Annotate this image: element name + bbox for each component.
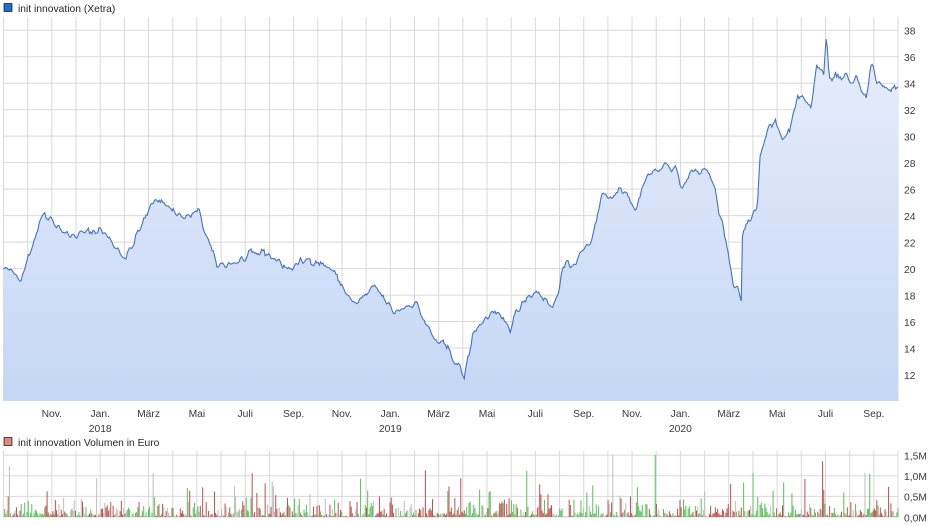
svg-text:Mai: Mai: [769, 409, 786, 420]
svg-text:20: 20: [904, 265, 916, 276]
svg-text:Jan.: Jan.: [381, 409, 400, 420]
svg-text:init innovation Volumen in Eur: init innovation Volumen in Euro: [18, 438, 160, 449]
svg-text:Jan.: Jan.: [90, 409, 109, 420]
svg-text:März: März: [717, 409, 740, 420]
svg-text:38: 38: [904, 27, 916, 38]
svg-text:26: 26: [904, 185, 916, 196]
svg-text:init innovation (Xetra): init innovation (Xetra): [18, 4, 115, 15]
svg-text:Juli: Juli: [528, 409, 543, 420]
svg-text:1,0M: 1,0M: [904, 472, 927, 483]
svg-text:Sep.: Sep.: [863, 409, 884, 420]
svg-text:2020: 2020: [669, 424, 692, 435]
svg-text:März: März: [137, 409, 160, 420]
svg-text:Sep.: Sep.: [573, 409, 594, 420]
svg-text:Jan.: Jan.: [671, 409, 690, 420]
svg-text:36: 36: [904, 53, 916, 64]
svg-text:28: 28: [904, 159, 916, 170]
svg-text:Mai: Mai: [189, 409, 206, 420]
svg-text:16: 16: [904, 318, 916, 329]
svg-text:18: 18: [904, 291, 916, 302]
svg-text:12: 12: [904, 371, 916, 382]
svg-text:14: 14: [904, 344, 916, 355]
svg-text:2018: 2018: [89, 424, 112, 435]
svg-text:22: 22: [904, 238, 916, 249]
svg-text:Nov.: Nov.: [42, 409, 62, 420]
svg-text:24: 24: [904, 212, 916, 223]
svg-text:0,5M: 0,5M: [904, 493, 927, 504]
svg-text:Juli: Juli: [238, 409, 253, 420]
svg-text:Mai: Mai: [479, 409, 496, 420]
svg-text:34: 34: [904, 80, 916, 91]
svg-text:30: 30: [904, 132, 916, 143]
svg-text:Sep.: Sep.: [283, 409, 304, 420]
svg-text:Nov.: Nov.: [332, 409, 352, 420]
svg-text:Juli: Juli: [818, 409, 833, 420]
svg-text:Nov.: Nov.: [622, 409, 642, 420]
svg-text:2019: 2019: [379, 424, 402, 435]
svg-text:1,5M: 1,5M: [904, 451, 927, 462]
svg-text:32: 32: [904, 106, 916, 117]
svg-text:März: März: [427, 409, 450, 420]
svg-text:0,0M: 0,0M: [904, 513, 927, 524]
